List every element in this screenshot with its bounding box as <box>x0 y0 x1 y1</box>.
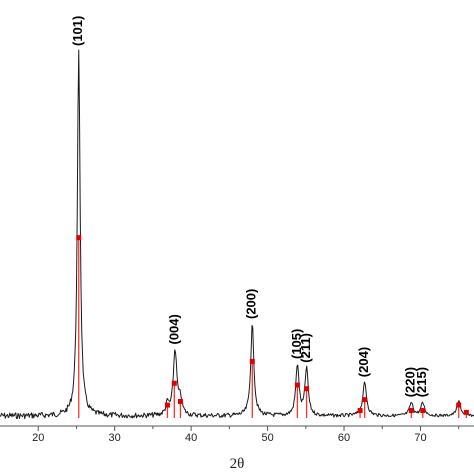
x-tick-label-20: 20 <box>32 432 44 444</box>
peak-labels: (101) (004) (200) (105)(211) (204) (220)(215) <box>70 16 429 398</box>
x-axis-title: 2θ <box>230 456 245 472</box>
x-tick-label-60: 60 <box>338 432 350 444</box>
peak-label-1: (004) <box>167 314 182 344</box>
reference-marker-1 <box>164 402 170 408</box>
peak-label-7: (215) <box>414 367 429 397</box>
reference-marker-3 <box>177 398 183 404</box>
x-axis-ticks: 20 30 40 50 60 70 <box>32 426 460 444</box>
peak-label-4: (211) <box>298 333 313 363</box>
reference-marker-9 <box>408 408 414 414</box>
reference-marker-10 <box>420 408 426 414</box>
reference-marker-6 <box>304 386 310 392</box>
x-tick-label-70: 70 <box>414 432 426 444</box>
reference-marker-8 <box>362 397 368 403</box>
x-tick-label-30: 30 <box>109 432 121 444</box>
reference-marker-2 <box>171 380 177 386</box>
reference-marker-0 <box>76 235 82 241</box>
reference-marker-12 <box>463 409 469 415</box>
reference-marker-7 <box>357 408 363 414</box>
peak-label-0: (101) <box>70 16 85 46</box>
peak-label-2: (200) <box>244 289 259 319</box>
x-tick-label-50: 50 <box>261 432 273 444</box>
reference-markers <box>76 235 469 415</box>
peak-label-3: (105) <box>289 329 304 359</box>
x-tick-label-40: 40 <box>185 432 197 444</box>
diffraction-pattern-line <box>0 49 474 420</box>
reference-marker-4 <box>249 358 255 364</box>
reference-marker-5 <box>294 382 300 388</box>
peak-label-5: (204) <box>356 347 371 377</box>
reference-marker-11 <box>456 402 462 408</box>
reference-lines <box>78 237 468 418</box>
peak-label-6: (220) <box>403 367 418 397</box>
